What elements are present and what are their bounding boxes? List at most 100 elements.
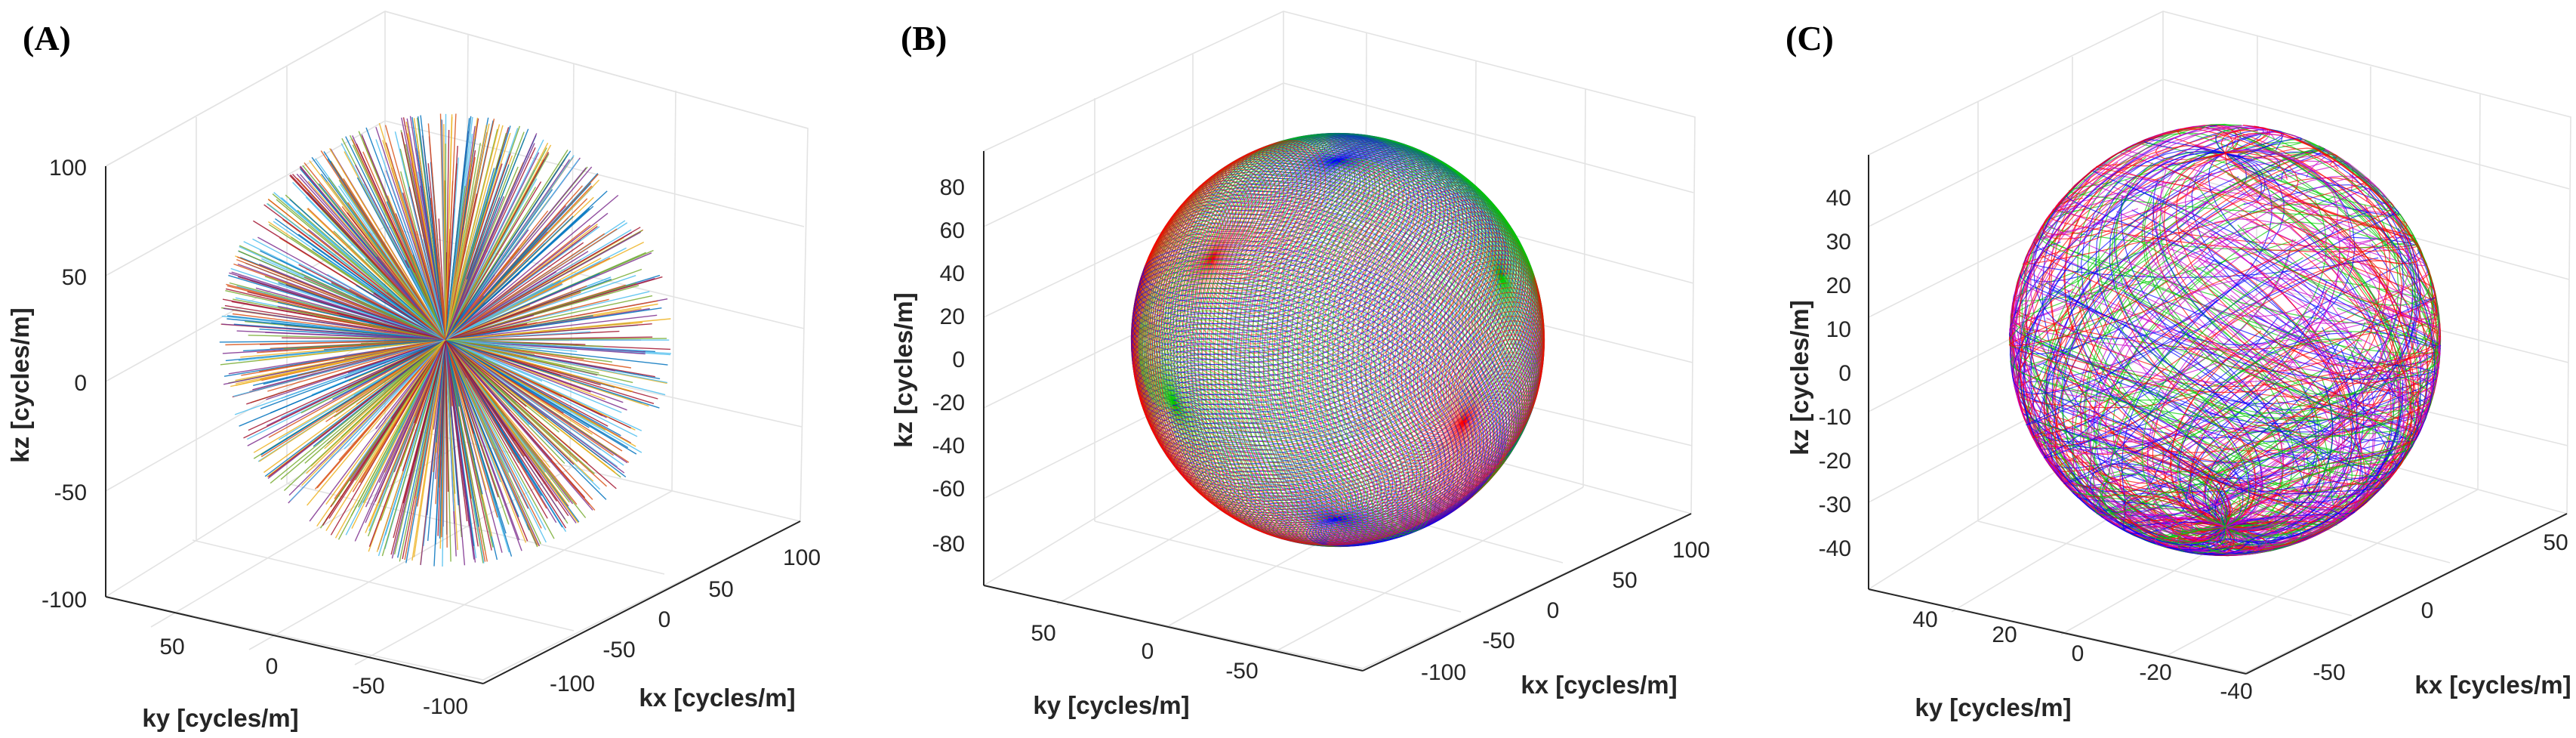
panel-c-grid	[1868, 11, 2571, 673]
spiral-interleave	[1139, 183, 1512, 532]
panel-a-xtick-label: -100	[550, 672, 595, 696]
panel-c-ztick-label: 40	[1826, 186, 1851, 211]
panel-b-ztick-label: 40	[940, 261, 965, 286]
radial-spoke	[445, 339, 636, 447]
spiral-interleave	[1151, 144, 1543, 544]
panel-a-xtick-label: 0	[658, 607, 671, 632]
radial-spoke	[221, 323, 446, 341]
radial-spoke	[445, 298, 609, 341]
spiral-interleave	[1134, 152, 1491, 544]
curved-trajectory	[2125, 180, 2423, 428]
panel-b-xtick-label: 100	[1672, 538, 1710, 563]
curved-trajectory	[2041, 255, 2358, 414]
radial-spoke	[267, 199, 446, 341]
radial-spoke	[267, 339, 446, 392]
radial-spoke	[345, 339, 446, 536]
curved-trajectory	[2052, 153, 2330, 212]
radial-spoke	[402, 192, 446, 341]
curved-trajectory	[2030, 384, 2388, 493]
radial-spoke	[445, 307, 662, 341]
panel-a-ytick-label: -50	[352, 674, 384, 699]
radial-spoke	[445, 339, 500, 471]
curved-trajectory	[2060, 307, 2380, 538]
radial-spoke	[390, 339, 446, 555]
curved-trajectory	[2121, 212, 2368, 535]
radial-spoke	[443, 124, 446, 341]
panel-b-y-axis-line	[983, 585, 1363, 672]
radial-spoke	[258, 339, 446, 361]
radial-spoke	[445, 339, 575, 465]
radial-spoke	[445, 314, 535, 341]
curved-trajectory	[2009, 246, 2441, 393]
radial-spoke	[445, 133, 507, 341]
radial-spoke	[365, 127, 446, 341]
curved-trajectory	[2061, 401, 2417, 523]
curved-trajectory	[2111, 140, 2439, 438]
radial-spoke	[445, 339, 579, 523]
radial-spoke	[281, 339, 446, 399]
radial-spoke	[445, 339, 624, 403]
curved-trajectory	[2142, 134, 2399, 216]
panel-b-label: (B)	[901, 19, 947, 57]
panel-c-ytick-label: 20	[1992, 622, 2017, 647]
panel-a-xtick-label: -50	[602, 638, 635, 662]
radial-spoke	[445, 190, 608, 341]
radial-spoke	[289, 339, 446, 502]
radial-spoke	[445, 339, 668, 366]
radial-spoke	[445, 339, 615, 473]
radial-spoke	[288, 339, 446, 496]
radial-spoke	[368, 339, 446, 548]
panel-c-marks	[2008, 123, 2442, 557]
curved-trajectory	[2193, 402, 2250, 531]
radial-spoke	[445, 125, 504, 341]
radial-spoke	[445, 339, 625, 474]
radial-spoke	[445, 227, 641, 341]
radial-spoke	[230, 267, 446, 341]
radial-spoke	[338, 339, 446, 461]
panel-b-x-ticks: -100 -50 0 50 100	[1421, 538, 1710, 685]
radial-spoke	[445, 339, 565, 464]
radial-spoke	[337, 312, 446, 341]
radial-spoke	[445, 338, 667, 341]
radial-spoke	[334, 339, 446, 418]
panel-b: (B)	[889, 11, 1710, 719]
panel-c-y-axis-line	[1868, 588, 2247, 675]
panel-a-ztick-label: 0	[74, 371, 87, 396]
curved-trajectory	[2009, 148, 2325, 349]
radial-spoke	[337, 185, 446, 341]
curved-trajectory	[2095, 129, 2414, 236]
panel-a-xlabel: kx [cycles/m]	[639, 684, 795, 712]
spiral-interleave	[1145, 168, 1519, 540]
panel-b-ztick-label: 0	[952, 347, 965, 372]
radial-spoke	[445, 133, 538, 341]
radial-spoke	[445, 146, 458, 341]
curved-trajectory	[2121, 379, 2404, 551]
radial-spoke	[445, 300, 658, 341]
curved-trajectory	[2078, 184, 2420, 508]
radial-spoke	[356, 285, 446, 341]
spiral-interleave	[1131, 198, 1531, 498]
panel-c-ztick-label: -10	[1819, 405, 1851, 430]
spiral-interleave	[1139, 159, 1545, 534]
curved-trajectory	[2019, 273, 2439, 380]
panel-b-xtick-label: 0	[1547, 598, 1560, 623]
panel-a-zlabel: kz [cycles/m]	[6, 307, 34, 462]
radial-spoke	[445, 196, 501, 341]
panel-b-xtick-label: 50	[1612, 568, 1637, 593]
panel-c: (C)	[1786, 11, 2571, 721]
radial-spoke	[445, 339, 479, 547]
panel-b-xtick-label: -100	[1421, 660, 1466, 685]
curved-trajectory	[2115, 162, 2415, 477]
panel-b-y-ticks: 50 0 -50	[1031, 621, 1258, 684]
spiral-interleave	[1154, 153, 1528, 546]
spiral-interleave	[1131, 186, 1537, 510]
panel-c-x-axis-line	[2245, 513, 2568, 675]
radial-spoke	[232, 313, 446, 341]
radial-spoke	[430, 197, 446, 341]
panel-c-zlabel: kz [cycles/m]	[1786, 300, 1813, 455]
radial-spoke	[445, 119, 495, 341]
curved-trajectory	[2033, 241, 2362, 364]
radial-spoke	[331, 261, 446, 341]
radial-spoke	[233, 298, 446, 341]
